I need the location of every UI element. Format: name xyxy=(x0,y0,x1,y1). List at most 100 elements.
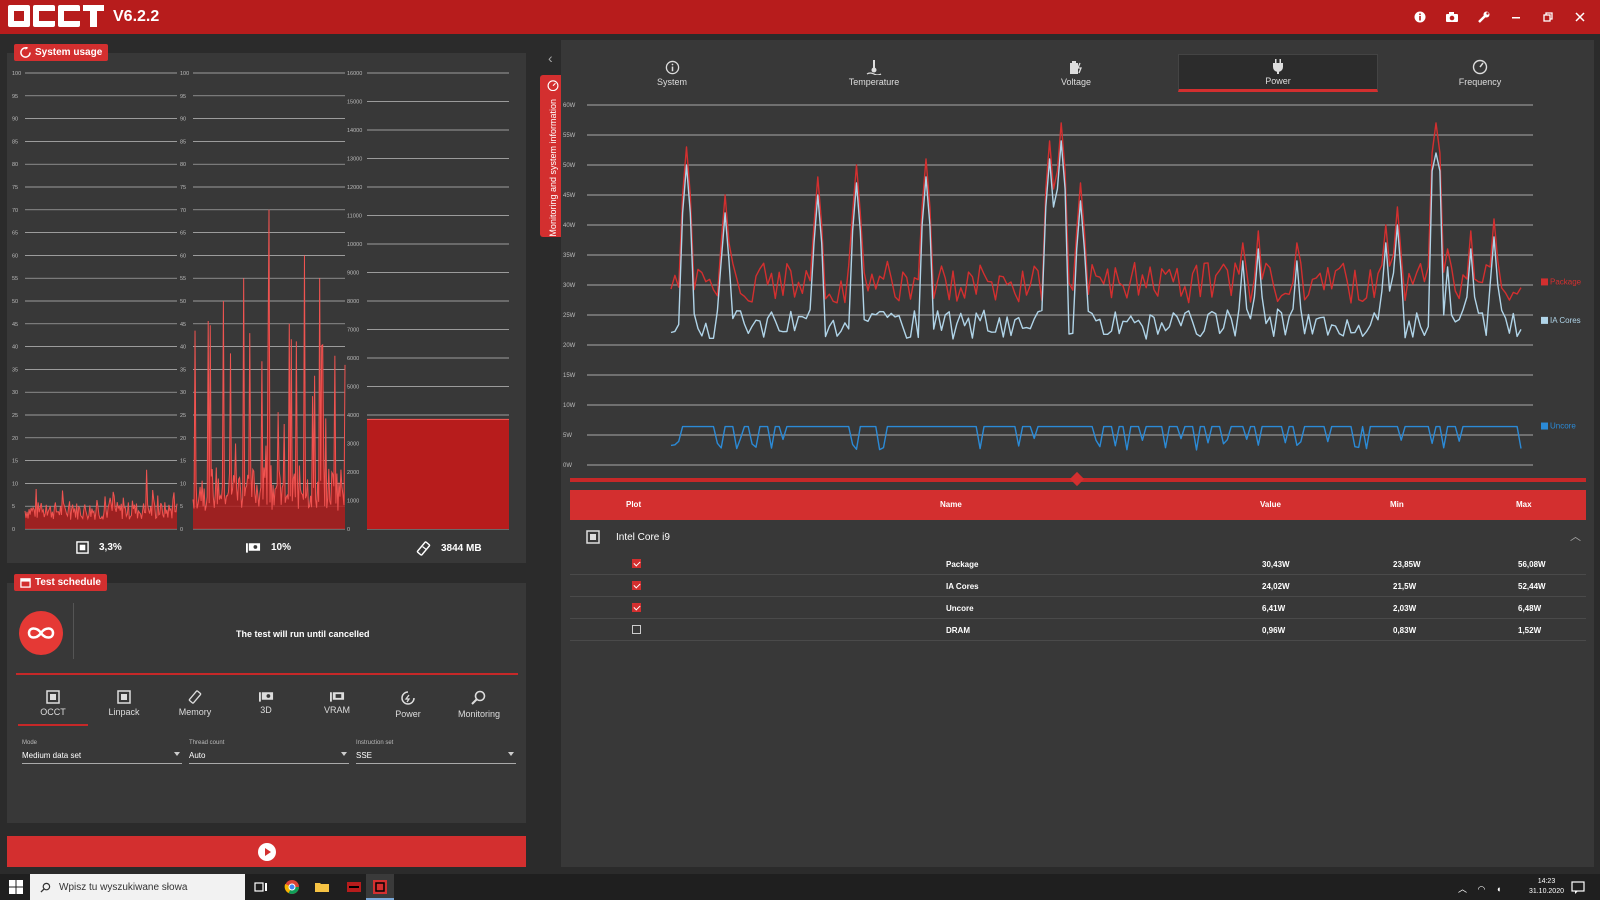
y-tick-label: 3000 xyxy=(347,442,359,448)
y-tick-label: 90 xyxy=(180,117,186,123)
y-tick-label: 60 xyxy=(180,253,186,259)
task-view-icon[interactable] xyxy=(253,879,269,895)
y-tick-label: 100 xyxy=(12,71,21,77)
legend-swatch xyxy=(1541,278,1548,286)
plug-icon xyxy=(1273,59,1283,74)
y-tick-label: 30W xyxy=(563,283,576,289)
play-icon xyxy=(257,842,276,861)
chrome-icon[interactable] xyxy=(284,879,300,895)
sensor-max: 1,52W xyxy=(1518,626,1542,635)
plot-checkbox[interactable] xyxy=(632,625,641,634)
sensor-min: 21,5W xyxy=(1393,582,1417,591)
plot-checkbox[interactable] xyxy=(632,581,641,590)
folder-icon[interactable] xyxy=(314,879,330,895)
test-schedule-panel xyxy=(7,583,526,823)
vram-icon xyxy=(329,692,344,702)
schedule-separator xyxy=(16,673,518,675)
mode-select[interactable]: Mode Medium data set xyxy=(22,740,182,764)
thread-count-select[interactable]: Thread count Auto xyxy=(189,740,349,764)
start-test-button[interactable] xyxy=(7,836,526,867)
y-tick-label: 60 xyxy=(12,253,18,259)
y-tick-label: 7000 xyxy=(347,328,359,334)
y-tick-label: 25W xyxy=(563,313,576,319)
test-tab-label: OCCT xyxy=(40,707,66,717)
taskbar-search-placeholder: Wpisz tu wyszukiwane słowa xyxy=(59,881,188,893)
tab-power[interactable]: Power xyxy=(1178,54,1378,92)
tab-frequency[interactable]: Frequency xyxy=(1380,54,1580,92)
y-tick-label: 65 xyxy=(180,231,186,237)
sensor-table-header: Plot Name Value Min Max xyxy=(570,490,1586,520)
collapse-chevron-icon[interactable]: ‹ xyxy=(548,50,553,66)
test-tab-monitoring[interactable]: Monitoring xyxy=(444,690,514,726)
collapse-arrow-icon[interactable]: ︿ xyxy=(1570,531,1581,543)
sensor-max: 56,08W xyxy=(1518,560,1546,569)
power-chart: 60W 55W 50W 45W 40W 35W 30W 25W 20W 15W 10W 5W 0W Pac… xyxy=(563,103,1582,469)
taskbar-search-input[interactable]: Wpisz tu wyszukiwane słowa xyxy=(30,874,245,900)
test-tab-memory[interactable]: Memory xyxy=(160,690,230,726)
sensor-name: IA Cores xyxy=(946,582,979,591)
sensor-value: 0,96W xyxy=(1262,626,1286,635)
y-tick-label: 45 xyxy=(180,322,186,328)
test-tab-occt[interactable]: OCCT xyxy=(18,690,88,726)
close-icon[interactable] xyxy=(1570,8,1590,26)
test-tab-3d[interactable]: 3D xyxy=(231,690,301,726)
uncore-line xyxy=(670,425,1522,451)
sensor-max: 6,48W xyxy=(1518,604,1542,613)
tab-voltage[interactable]: Voltage xyxy=(976,54,1176,92)
plot-checkbox[interactable] xyxy=(632,603,641,612)
tab-temperature[interactable]: Temperature xyxy=(774,54,974,92)
test-tab-power[interactable]: Power xyxy=(373,690,443,726)
instruction-set-select[interactable]: Instruction set SSE xyxy=(356,740,516,764)
y-tick-label: 4000 xyxy=(347,413,359,419)
test-tab-linpack[interactable]: Linpack xyxy=(89,690,159,726)
cpu-icon xyxy=(46,690,60,704)
test-tab-vram[interactable]: VRAM xyxy=(302,690,372,726)
test-schedule-badge: Test schedule xyxy=(14,574,107,591)
series-label: IA Cores xyxy=(1550,316,1581,325)
y-tick-label: 65 xyxy=(12,231,18,237)
taskbar-clock[interactable]: 14:23 31.10.2020 xyxy=(1529,877,1564,897)
y-tick-label: 15000 xyxy=(347,100,362,106)
y-tick-label: 70 xyxy=(180,208,186,214)
header-max: Max xyxy=(1516,500,1532,509)
refresh-icon xyxy=(20,47,31,58)
minimize-icon[interactable] xyxy=(1506,8,1526,26)
infinity-icon[interactable] xyxy=(19,611,63,655)
wrench-icon[interactable] xyxy=(1474,8,1494,26)
restore-icon[interactable] xyxy=(1538,8,1558,26)
y-tick-label: 75 xyxy=(180,185,186,191)
info-icon[interactable] xyxy=(1410,8,1430,26)
plot-checkbox[interactable] xyxy=(632,559,641,568)
schedule-divider xyxy=(73,603,74,659)
tab-system[interactable]: System xyxy=(572,54,772,92)
app-icon[interactable] xyxy=(346,879,362,895)
system-usage-badge: System usage xyxy=(14,44,109,61)
y-tick-label: 95 xyxy=(180,94,186,100)
cpu-usage-area xyxy=(25,469,177,529)
y-tick-label: 12000 xyxy=(347,185,362,191)
y-tick-label: 45W xyxy=(563,193,576,199)
notifications-icon[interactable] xyxy=(1570,879,1586,895)
y-tick-label: 85 xyxy=(12,139,18,145)
y-tick-label: 8000 xyxy=(347,299,359,305)
occt-taskbar-item[interactable] xyxy=(366,874,394,900)
battery-icon xyxy=(1070,61,1082,74)
sensor-row: Package 30,43W 23,85W 56,08W xyxy=(570,554,1586,575)
tab-label: Voltage xyxy=(1060,77,1092,87)
sensor-value: 30,43W xyxy=(1262,560,1290,569)
y-tick-label: 6000 xyxy=(347,356,359,362)
windows-start-icon[interactable] xyxy=(8,879,24,895)
ia-cores-line xyxy=(670,140,1522,340)
monitoring-side-tab[interactable]: Monitoring and system information xyxy=(540,75,565,237)
y-tick-label: 15 xyxy=(12,459,18,465)
y-tick-label: 70 xyxy=(12,208,18,214)
system-tray-icons[interactable]: ︿ ◠ ◖ xyxy=(1458,884,1506,894)
device-group-header[interactable]: Intel Core i9 ︿ xyxy=(570,523,1586,551)
y-tick-label: 2000 xyxy=(347,470,359,476)
series-label: Package xyxy=(1550,277,1582,286)
y-tick-label: 20 xyxy=(12,436,18,442)
camera-icon[interactable] xyxy=(1442,8,1462,26)
windows-taskbar: Wpisz tu wyszukiwane słowa ︿ ◠ ◖ 14:23 3… xyxy=(0,874,1600,900)
memory-usage-label: 3844 MB xyxy=(416,541,482,556)
test-schedule-title: Test schedule xyxy=(35,577,101,588)
